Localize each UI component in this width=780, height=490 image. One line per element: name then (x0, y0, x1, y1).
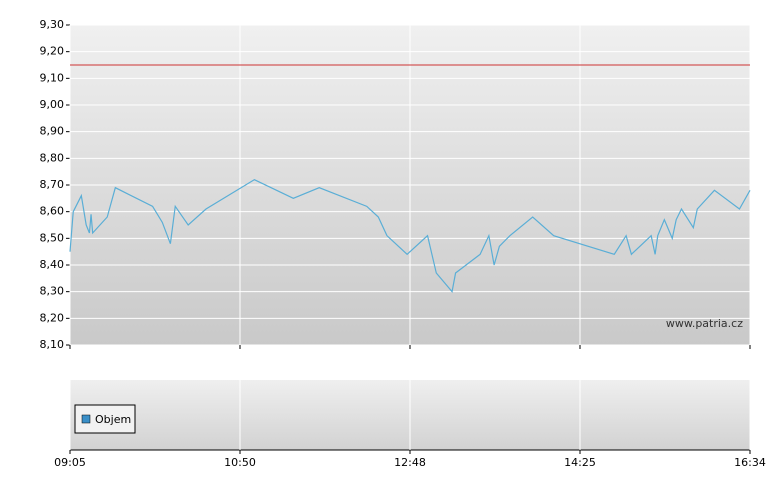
y-tick-label: 8,50 (40, 231, 65, 244)
y-tick-label: 8,70 (40, 178, 65, 191)
y-tick-label: 8,20 (40, 311, 65, 324)
y-tick-label: 8,60 (40, 205, 65, 218)
x-tick-label: 12:48 (394, 456, 426, 469)
y-tick-label: 9,10 (40, 71, 65, 84)
y-tick-label: 9,30 (40, 18, 65, 31)
y-tick-label: 8,30 (40, 285, 65, 298)
legend-label: Objem (95, 413, 131, 426)
y-tick-label: 8,10 (40, 338, 65, 351)
x-tick-label: 14:25 (564, 456, 596, 469)
x-tick-label: 10:50 (224, 456, 256, 469)
y-tick-label: 8,80 (40, 151, 65, 164)
y-tick-label: 8,40 (40, 258, 65, 271)
x-tick-label: 16:34 (734, 456, 766, 469)
y-tick-label: 8,90 (40, 125, 65, 138)
legend-box (74, 404, 136, 434)
price-line (69, 178, 751, 294)
legend-swatch (81, 414, 91, 424)
x-tick-label: 09:05 (54, 456, 86, 469)
y-tick-label: 9,00 (40, 98, 65, 111)
y-tick-label: 9,20 (40, 45, 65, 58)
watermark: www.patria.cz (666, 317, 743, 330)
